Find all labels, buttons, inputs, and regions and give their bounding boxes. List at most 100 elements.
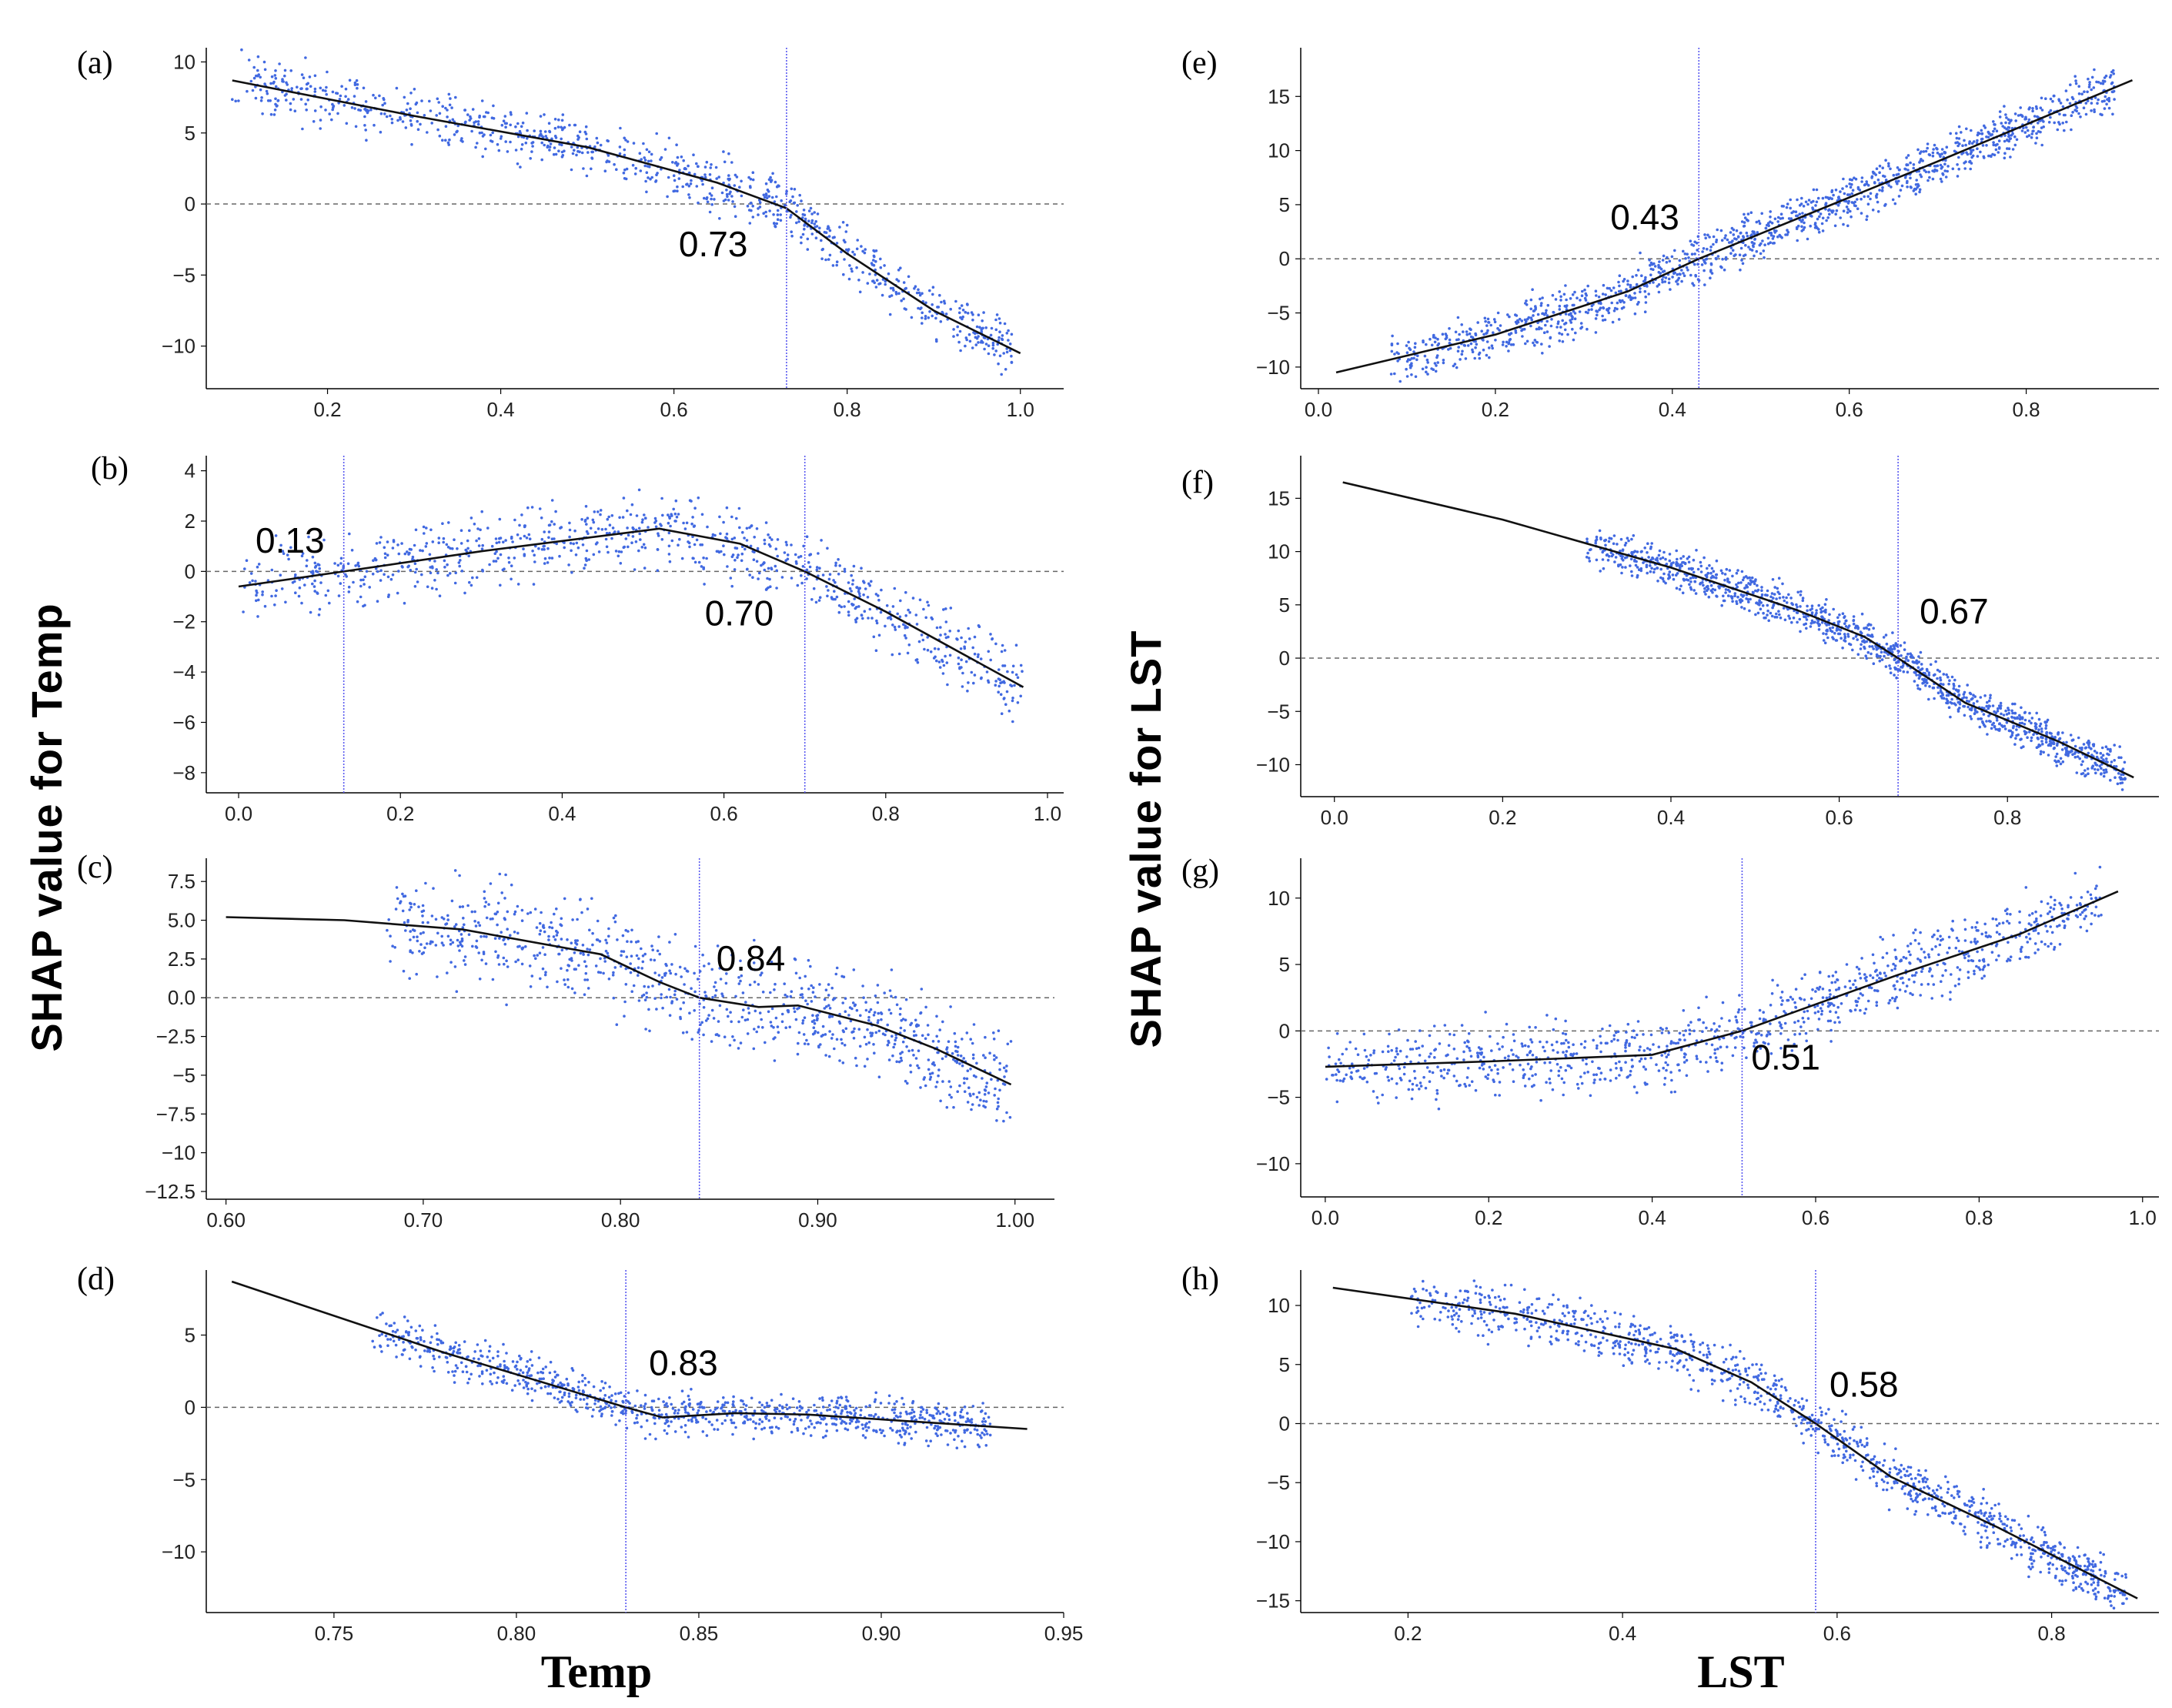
- scatter-point: [981, 327, 984, 330]
- scatter-point: [740, 1015, 744, 1019]
- scatter-point: [1970, 142, 1974, 145]
- scatter-point: [553, 1370, 556, 1374]
- scatter-point: [759, 974, 762, 977]
- scatter-point: [1003, 322, 1007, 326]
- y-tick-label: 5: [185, 122, 195, 145]
- scatter-point: [753, 1028, 756, 1031]
- scatter-point: [730, 161, 733, 164]
- scatter-point: [570, 549, 573, 553]
- scatter-point: [528, 964, 532, 968]
- scatter-point: [526, 1387, 530, 1391]
- scatter-point: [409, 901, 412, 905]
- scatter-point: [284, 600, 287, 604]
- scatter-point: [573, 991, 576, 994]
- scatter-point: [730, 537, 734, 541]
- scatter-point: [643, 1405, 646, 1408]
- scatter-point: [644, 179, 647, 183]
- scatter-point: [794, 1417, 797, 1421]
- scatter-point: [1614, 291, 1618, 295]
- scatter-point: [776, 218, 780, 222]
- scatter-point: [625, 955, 629, 958]
- scatter-point: [583, 993, 586, 996]
- scatter-point: [1546, 303, 1550, 307]
- scatter-point: [600, 1412, 603, 1416]
- scatter-point: [543, 562, 546, 565]
- scatter-point: [809, 1419, 812, 1422]
- scatter-point: [1603, 318, 1607, 322]
- scatter-point: [354, 125, 358, 129]
- scatter-point: [576, 1385, 580, 1389]
- scatter-point: [875, 619, 878, 623]
- scatter-point: [909, 1071, 913, 1074]
- scatter-point: [966, 689, 969, 693]
- scatter-point: [509, 934, 512, 937]
- scatter-point: [433, 1357, 436, 1361]
- scatter-point: [270, 594, 273, 598]
- scatter-point: [914, 1034, 917, 1037]
- scatter-point: [1953, 149, 1956, 153]
- scatter-point: [1960, 131, 1963, 134]
- scatter-point: [789, 994, 793, 998]
- scatter-point: [854, 1412, 857, 1415]
- scatter-point: [835, 242, 839, 245]
- scatter-point: [874, 1412, 877, 1416]
- scatter-point: [1486, 329, 1489, 333]
- scatter-point: [463, 1340, 466, 1343]
- scatter-point: [830, 1037, 834, 1040]
- scatter-point: [540, 1377, 543, 1381]
- scatter-point: [292, 98, 296, 101]
- scatter-point: [324, 593, 328, 597]
- scatter-point: [614, 550, 618, 553]
- y-tick-label: 15: [1268, 85, 1290, 108]
- x-tick-label: 1.0: [1034, 802, 1061, 825]
- scatter-point: [1669, 288, 1672, 291]
- scatter-point: [463, 121, 467, 125]
- scatter-point: [679, 1007, 683, 1011]
- scatter-point: [830, 1014, 834, 1018]
- scatter-point: [436, 975, 439, 978]
- scatter-point: [1887, 162, 1890, 165]
- scatter-point: [703, 196, 706, 200]
- scatter-point: [488, 1345, 492, 1348]
- scatter-point: [272, 80, 276, 84]
- scatter-point: [947, 1418, 951, 1422]
- scatter-point: [461, 1370, 465, 1373]
- scatter-point: [837, 573, 840, 576]
- scatter-point: [405, 1330, 408, 1333]
- scatter-point: [1569, 321, 1573, 324]
- scatter-point: [1474, 333, 1478, 337]
- scatter-point: [331, 108, 335, 112]
- scatter-point: [404, 126, 408, 129]
- scatter-point: [934, 1085, 937, 1088]
- scatter-point: [880, 1012, 884, 1015]
- scatter-point: [570, 571, 573, 574]
- scatter-point: [567, 964, 571, 968]
- scatter-point: [1766, 223, 1769, 227]
- scatter-point: [516, 533, 520, 536]
- scatter-point: [1678, 259, 1682, 262]
- scatter-point: [1539, 304, 1543, 307]
- scatter-point: [533, 560, 536, 563]
- scatter-point: [677, 177, 681, 180]
- scatter-point: [1488, 346, 1491, 349]
- scatter-point: [1856, 198, 1859, 201]
- scatter-point: [493, 937, 497, 940]
- scatter-point: [1508, 315, 1511, 319]
- scatter-point: [957, 311, 961, 315]
- scatter-point: [1740, 220, 1744, 223]
- scatter-point: [752, 1437, 755, 1441]
- scatter-point: [846, 1411, 849, 1414]
- scatter-point: [640, 947, 643, 951]
- scatter-point: [659, 523, 662, 526]
- x-tick-label: 0.6: [710, 802, 738, 825]
- scatter-point: [525, 1385, 529, 1388]
- scatter-point: [1850, 215, 1853, 219]
- scatter-point: [1811, 206, 1814, 209]
- scatter-point: [1916, 182, 1920, 186]
- scatter-point: [607, 1395, 611, 1399]
- scatter-point: [540, 911, 543, 914]
- x-tick-label: 0.4: [548, 802, 576, 825]
- scatter-point: [2103, 76, 2107, 79]
- scatter-point: [612, 996, 616, 1000]
- scatter-point: [1703, 283, 1706, 286]
